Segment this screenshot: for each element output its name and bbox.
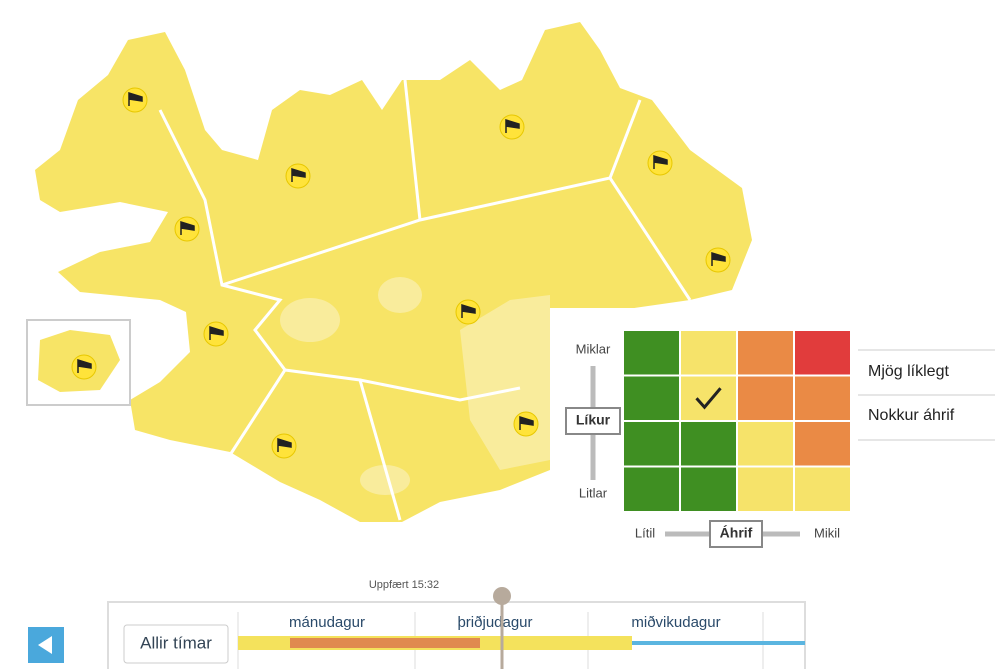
day-label: mánudagur [289, 614, 365, 631]
impact-text: Nokkur áhrif [868, 407, 955, 424]
region-borders [158, 79, 692, 521]
windsock [209, 325, 224, 340]
time-slider-handle[interactable] [493, 587, 511, 605]
day-label: þriðjudagur [457, 614, 532, 631]
matrix-cell [736, 329, 795, 377]
y-low-label: Litlar [579, 485, 608, 500]
windsock [461, 303, 476, 318]
windsock [505, 118, 520, 133]
matrix-cell [793, 420, 852, 468]
iceland-map [35, 22, 752, 522]
matrix-cell [622, 465, 681, 513]
y-label-box [565, 407, 621, 435]
updated-text: Uppfært 15:32 [369, 579, 439, 591]
day-label: miðvikudagur [631, 614, 720, 631]
selected-check [695, 387, 722, 410]
y-high-label: Miklar [576, 341, 611, 356]
matrix-cell [793, 374, 852, 422]
x-low-label: Lítil [635, 525, 655, 540]
matrix-cell [793, 465, 852, 513]
matrix-cell [736, 374, 795, 422]
glacier [360, 465, 410, 495]
all-times-text[interactable]: Allir tímar [140, 633, 212, 652]
matrix-cell [793, 329, 852, 377]
matrix-cell [679, 329, 738, 377]
y-label: Líkur [576, 412, 611, 428]
windsock [77, 358, 92, 373]
risk-matrix [622, 329, 852, 513]
x-label: Áhrif [720, 525, 753, 541]
matrix-cell [679, 420, 738, 468]
matrix-cell [679, 465, 738, 513]
all-times-button[interactable] [123, 624, 229, 664]
windsock [519, 415, 534, 430]
windsock [711, 251, 726, 266]
glacier [280, 298, 340, 342]
windsock [653, 154, 668, 169]
legend-lines [858, 349, 995, 441]
warning-icons [71, 87, 731, 459]
matrix-cell [622, 329, 681, 377]
glacier [378, 277, 422, 313]
windsock [128, 91, 143, 106]
matrix-cell [622, 374, 681, 422]
windsock [180, 220, 195, 235]
matrix-cell [736, 420, 795, 468]
day-labels: mánudagur þriðjudagur miðvikudagur [289, 614, 721, 631]
likelihood-text: Mjög líklegt [868, 363, 949, 380]
x-label-box [709, 520, 763, 548]
matrix-cell [679, 374, 738, 422]
windsock [277, 437, 292, 452]
windsock [291, 167, 306, 182]
matrix-cell [736, 465, 795, 513]
x-high-label: Mikil [814, 525, 840, 540]
orange-warning-bar [290, 638, 480, 648]
matrix-cell [622, 420, 681, 468]
back-arrow [38, 636, 52, 654]
